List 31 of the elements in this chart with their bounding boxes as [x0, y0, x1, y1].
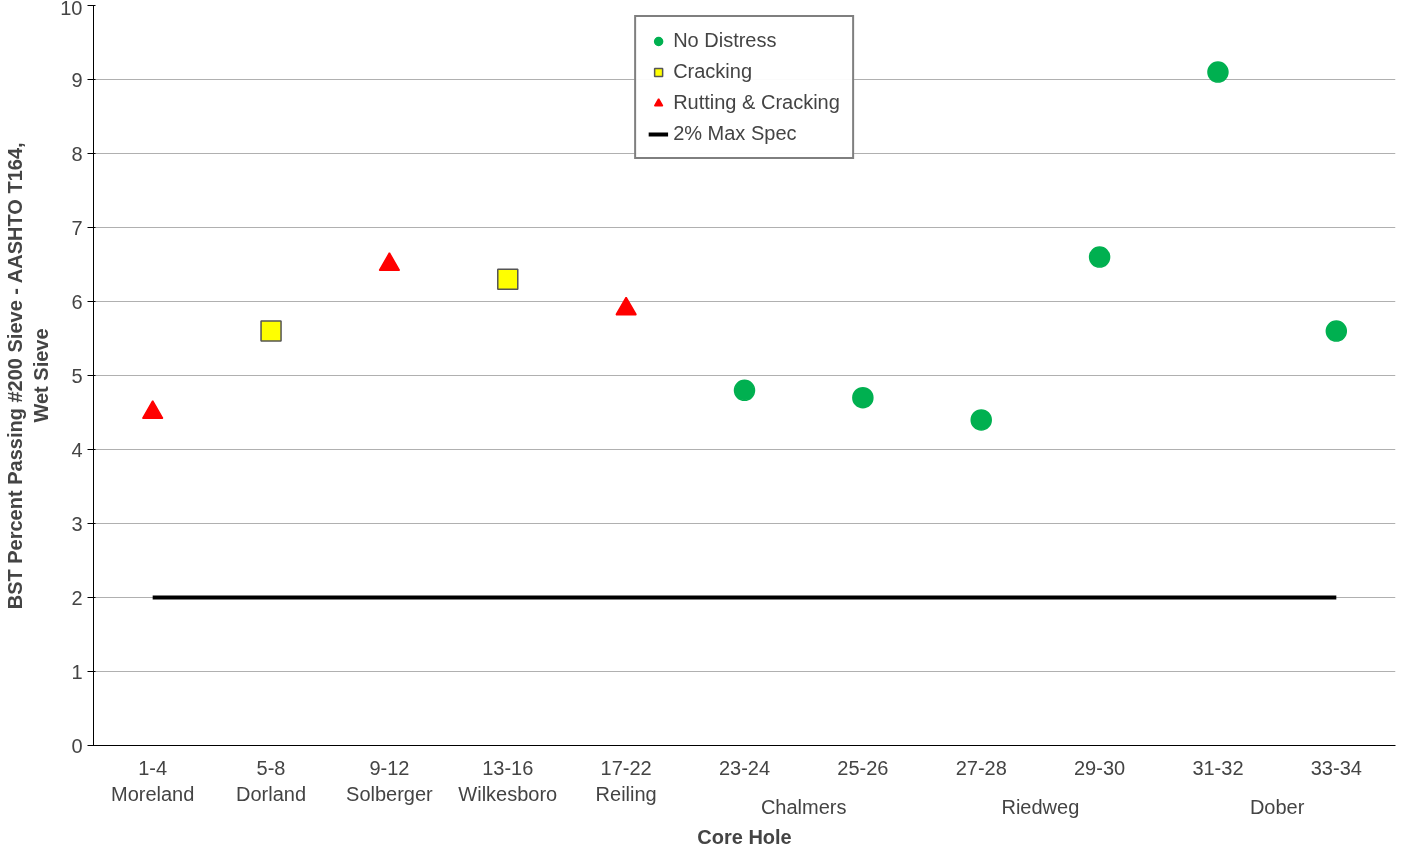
x-tick-label: 33-34	[1310, 756, 1362, 779]
x-tick-label: 23-24	[718, 756, 771, 779]
x-tick-label: 31-32	[1192, 756, 1244, 779]
y-tick-label: 1	[71, 660, 83, 683]
y-tick-label: 2	[71, 586, 83, 609]
y-tick-label: 7	[71, 216, 83, 239]
y-tick-label: 4	[71, 438, 83, 461]
x-tick-label: 1-4 Moreland	[110, 756, 195, 805]
y-tick-label: 10	[60, 0, 83, 19]
x-tick-label: 25-26	[837, 756, 889, 779]
x-tick-label: 13-16 Wilkesboro	[458, 756, 558, 805]
x-tick-label: 9-12 Solberger	[346, 756, 434, 805]
x-tick-label: 29-30	[1074, 756, 1126, 779]
y-tick-label: 8	[71, 142, 83, 165]
x-axis-title: Core Hole	[697, 825, 792, 848]
x-tick-label: 5-8 Dorland	[236, 756, 307, 805]
text: Chalmers	[760, 795, 847, 818]
legend-label: Cracking	[673, 60, 753, 83]
y-tick-label: 3	[71, 512, 83, 535]
x-tick-label: 27-28	[955, 756, 1007, 779]
text: Riedweg	[1001, 795, 1080, 818]
text: Dober	[1249, 795, 1305, 818]
x-tick-label: 17-22 Reiling	[595, 756, 657, 805]
y-axis-title: BST Percent Passing #200 Sieve - AASHTO T164, Wet Sieve	[3, 142, 53, 610]
legend-label: Rutting & Cracking	[673, 91, 840, 114]
y-tick-label: 0	[71, 734, 83, 757]
y-tick-label: 5	[71, 364, 83, 387]
y-tick-label: 6	[71, 290, 83, 313]
legend-label: No Distress	[673, 29, 777, 52]
legend-label: 2% Max Spec	[673, 122, 797, 145]
y-tick-label: 9	[71, 68, 83, 91]
